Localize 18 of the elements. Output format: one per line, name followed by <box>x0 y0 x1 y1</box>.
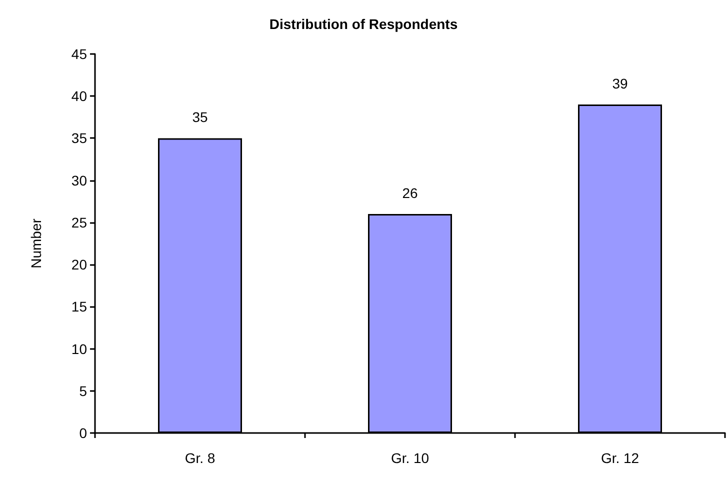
chart-title: Distribution of Respondents <box>269 16 458 32</box>
y-tick-label: 30 <box>71 172 88 188</box>
y-tick-label: 45 <box>71 46 88 62</box>
y-axis-title: Number <box>28 218 44 268</box>
y-tick-label: 5 <box>79 382 88 399</box>
x-tick-label: Gr. 10 <box>390 450 430 466</box>
data-label: 35 <box>192 109 208 126</box>
y-tick-label: 0 <box>79 425 88 441</box>
data-label: 26 <box>402 185 418 202</box>
y-tick-label: 40 <box>71 88 88 104</box>
x-tick-label: Gr. 8 <box>184 450 216 466</box>
y-tick-label: 25 <box>71 214 88 230</box>
y-tick-label: 15 <box>71 298 88 315</box>
y-tick-label: 20 <box>71 256 88 273</box>
x-tick-label: Gr. 12 <box>600 450 640 466</box>
y-tick-label: 35 <box>71 130 88 146</box>
y-tick-label: 10 <box>71 340 88 357</box>
data-label: 39 <box>612 76 628 92</box>
